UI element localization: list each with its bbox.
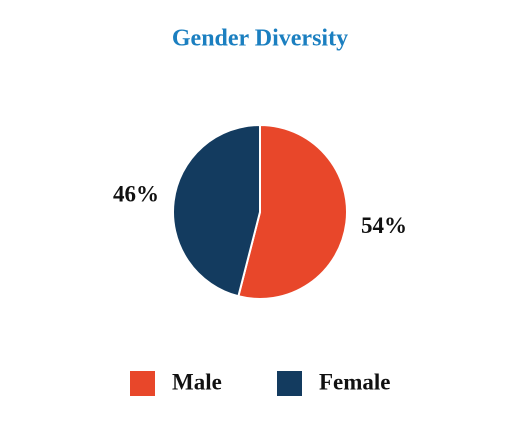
legend-label: Male [172,369,222,394]
chart-title: Gender Diversity [172,26,348,52]
slice-label: 54% [361,213,407,238]
pie-slice [172,123,261,298]
slice-label: 46% [113,182,159,207]
legend-swatch [130,371,155,396]
legend-label: Female [319,369,391,394]
pie-slice [237,123,348,300]
legend-swatch [277,371,302,396]
